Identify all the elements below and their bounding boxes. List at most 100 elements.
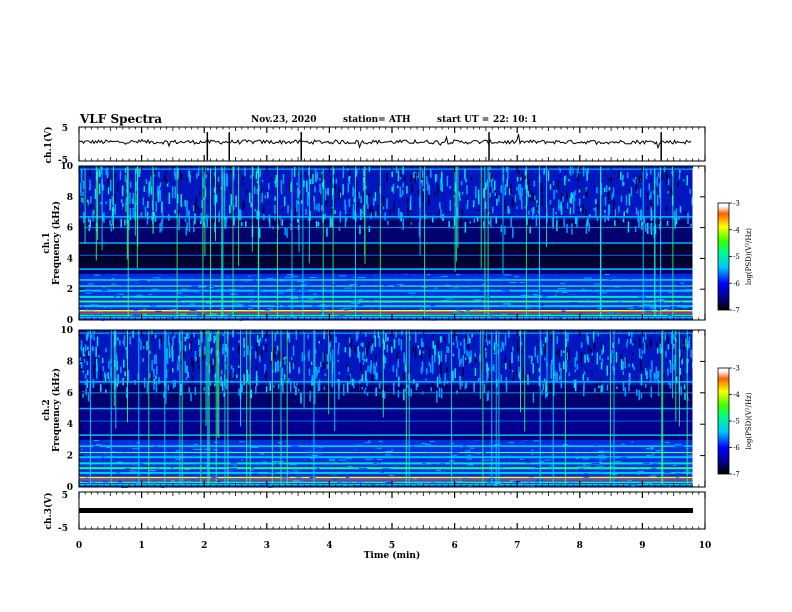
spectrogram-speckle xyxy=(560,219,563,231)
spectrogram-speckle xyxy=(125,197,128,206)
spectrogram-speckle xyxy=(575,379,577,392)
spectrogram-speckle xyxy=(645,368,647,376)
spectrogram-speckle xyxy=(610,177,612,184)
spectrogram-speckle xyxy=(386,173,388,182)
spectrogram-texture xyxy=(194,466,202,468)
spectrogram-texture xyxy=(249,275,258,277)
spectrogram-speckle xyxy=(198,365,200,370)
spectrogram-speckle xyxy=(456,207,458,218)
spectrogram-texture xyxy=(584,455,588,457)
spectrogram-speckle xyxy=(491,177,494,181)
x-axis-label: Time (min) xyxy=(364,550,421,561)
spectrogram-speckle xyxy=(529,194,531,198)
spectrogram-speckle xyxy=(377,331,380,338)
spectrogram-texture xyxy=(649,455,654,457)
waveform-ch3-trace xyxy=(79,508,693,513)
spectrogram-texture xyxy=(620,475,625,477)
spectrogram-texture xyxy=(228,289,237,291)
spectrogram-texture xyxy=(136,479,140,481)
spectrogram-texture xyxy=(467,458,472,460)
spectrogram-texture xyxy=(508,441,514,443)
spectrogram-speckle xyxy=(596,215,599,221)
spectrogram-speckle xyxy=(171,186,174,199)
spectrogram-band xyxy=(79,305,693,308)
spectrogram-speckle xyxy=(548,380,550,389)
spectrogram-speckle xyxy=(460,181,463,186)
spectrogram-speckle xyxy=(319,177,321,181)
spectrogram-speckle xyxy=(462,366,464,377)
spectrogram-texture xyxy=(607,312,614,314)
spectrogram-speckle xyxy=(404,357,406,364)
spectrogram-speckle xyxy=(436,390,438,403)
spectrogram-speckle xyxy=(155,201,157,213)
spectrogram-speckle xyxy=(366,225,368,234)
spectrogram-speckle xyxy=(296,200,298,212)
spectrogram-speckle xyxy=(134,199,136,210)
spectrogram-texture xyxy=(657,310,661,311)
spectrogram-speckle xyxy=(321,182,324,188)
spectrogram-speckle xyxy=(382,196,385,207)
spectrogram-speckle xyxy=(212,358,214,370)
spectrogram-speckle xyxy=(206,218,208,227)
spectrogram-speckle xyxy=(634,226,637,232)
spectrogram-speckle xyxy=(608,201,610,204)
spectrogram-speckle xyxy=(86,199,89,203)
spectrogram-speckle xyxy=(556,350,558,356)
spectrogram-speckle xyxy=(506,178,508,187)
spectrogram-speckle xyxy=(686,175,688,186)
spectrogram-speckle xyxy=(512,346,514,352)
spectrogram-speckle xyxy=(347,366,349,372)
spectrogram-speckle xyxy=(664,333,666,341)
spectrogram-speckle xyxy=(587,168,589,172)
spectrogram-speckle xyxy=(94,208,97,216)
spectrogram-texture xyxy=(533,440,540,442)
spectrogram-texture xyxy=(465,454,471,456)
spectrogram-speckle xyxy=(372,374,374,383)
spectrogram-speckle xyxy=(129,207,131,220)
spectrogram-speckle xyxy=(553,213,556,216)
spectrogram-texture xyxy=(667,315,674,317)
spectrogram-speckle xyxy=(261,330,264,338)
spectrogram-speckle xyxy=(189,174,191,184)
spectrogram-speckle xyxy=(177,357,180,362)
spectrogram-speckle xyxy=(631,352,634,355)
spectrogram-texture xyxy=(226,276,229,278)
spectrogram-speckle xyxy=(415,383,418,391)
spectrogram-speckle xyxy=(661,167,663,176)
spectrogram-speckle xyxy=(530,360,533,364)
spectrogram-speckle xyxy=(323,330,325,340)
spectrogram-speckle xyxy=(574,357,576,368)
spectrogram-speckle xyxy=(404,175,406,181)
spectrogram-texture xyxy=(541,305,545,306)
spectrogram-speckle xyxy=(649,369,651,378)
spectrogram-texture xyxy=(91,305,97,307)
spectrogram-speckle xyxy=(495,216,497,224)
spectrogram-speckle xyxy=(428,362,431,367)
spectrogram-speckle xyxy=(467,359,469,363)
spectrogram-texture xyxy=(550,449,553,451)
spectrogram-speckle xyxy=(309,178,312,184)
spectrogram-texture xyxy=(290,298,299,299)
spectrogram-speckle xyxy=(244,167,246,177)
spectrogram-texture xyxy=(504,291,510,292)
spectrogram-speckle xyxy=(108,377,110,381)
spectrogram-speckle xyxy=(143,377,146,388)
spectrogram-speckle xyxy=(596,212,599,217)
spectrogram-speckle xyxy=(558,362,561,372)
spectrogram-speckle xyxy=(327,187,329,196)
spectrogram-speckle xyxy=(184,336,186,342)
spectrogram-speckle xyxy=(657,391,660,396)
spectrogram-speckle xyxy=(191,333,193,339)
spectrogram-speckle xyxy=(184,345,187,352)
spectrogram-speckle xyxy=(391,222,394,234)
spectrogram-speckle xyxy=(362,342,364,348)
spectrogram-texture xyxy=(429,293,434,295)
spectrogram-speckle xyxy=(386,198,388,210)
spectrogram-speckle xyxy=(167,384,169,391)
spectrogram-speckle xyxy=(331,199,333,207)
spectrogram-speckle xyxy=(430,364,432,373)
spectrogram-speckle xyxy=(640,174,642,179)
spectrogram-speckle xyxy=(494,192,496,196)
spectrogram-speckle xyxy=(313,198,316,211)
spectrogram-speckle xyxy=(279,352,281,361)
